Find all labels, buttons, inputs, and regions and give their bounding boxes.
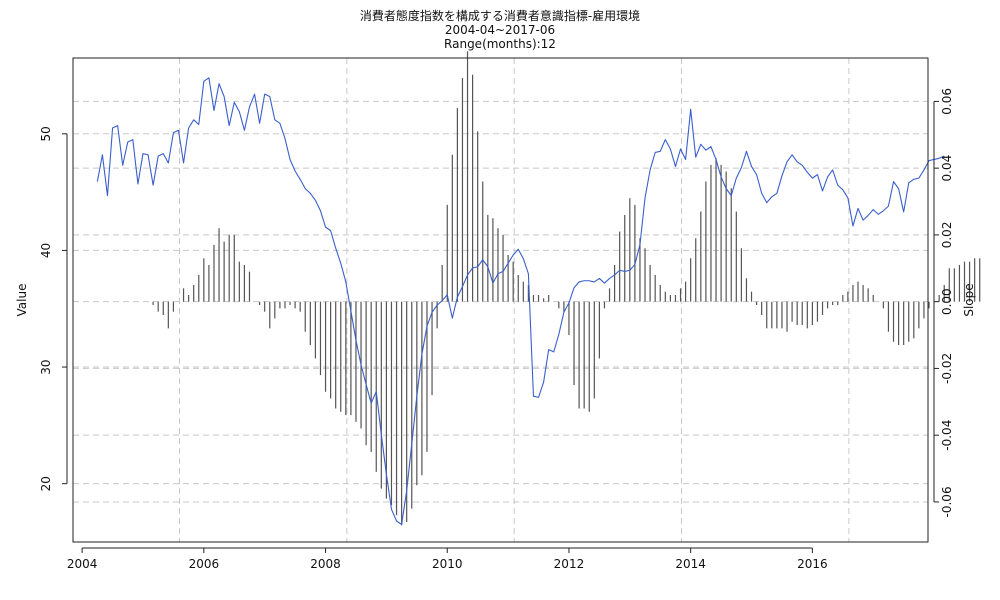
x-tick-label-6: 2016 xyxy=(797,557,828,571)
y-left-tick-label-2: 40 xyxy=(39,243,53,258)
y-axis-left-title: Value xyxy=(15,284,29,317)
slope-histogram xyxy=(152,51,981,526)
x-tick-label-4: 2012 xyxy=(554,557,585,571)
chart-title-group: 消費者態度指数を構成する消費者意識指標-雇用環境 2004-04~2017-06… xyxy=(360,8,640,51)
y-right-tick-label-1: -0.04 xyxy=(940,420,954,451)
x-tick-label-2: 2008 xyxy=(310,557,341,571)
value-line-series xyxy=(96,77,945,526)
y-right-tick-label-0: -0.06 xyxy=(940,486,954,517)
x-tick-label-3: 2010 xyxy=(432,557,463,571)
y-left-tick-label-3: 50 xyxy=(39,126,53,141)
x-tick-label-0: 2004 xyxy=(67,557,98,571)
chart-subtitle-months: Range(months):12 xyxy=(444,37,556,51)
value-line xyxy=(96,77,945,526)
x-axis: 2004 2006 2008 2010 2012 2014 2016 xyxy=(67,547,828,571)
y-left-tick-label-0: 20 xyxy=(39,476,53,491)
x-tick-label-1: 2006 xyxy=(189,557,220,571)
y-right-tick-label-5: 0.04 xyxy=(940,155,954,182)
y-axis-right-title: Slope xyxy=(962,283,976,316)
y-left-tick-label-1: 30 xyxy=(39,359,53,374)
plot-frame xyxy=(72,57,929,543)
chart-title: 消費者態度指数を構成する消費者意識指標-雇用環境 xyxy=(360,8,640,23)
grid-layer xyxy=(73,58,928,542)
y-right-tick-label-6: 0.06 xyxy=(940,88,954,115)
x-tick-label-5: 2014 xyxy=(675,557,706,571)
y-axis-right: -0.06 -0.04 -0.02 0.00 0.02 0.04 0.06 xyxy=(933,88,954,517)
y-right-tick-label-2: -0.02 xyxy=(940,353,954,384)
y-right-tick-label-3: 0.00 xyxy=(940,288,954,315)
y-axis-left: 20 30 40 50 xyxy=(39,126,68,491)
y-right-tick-label-4: 0.02 xyxy=(940,222,954,249)
chart-subtitle-range: 2004-04~2017-06 xyxy=(445,23,555,37)
